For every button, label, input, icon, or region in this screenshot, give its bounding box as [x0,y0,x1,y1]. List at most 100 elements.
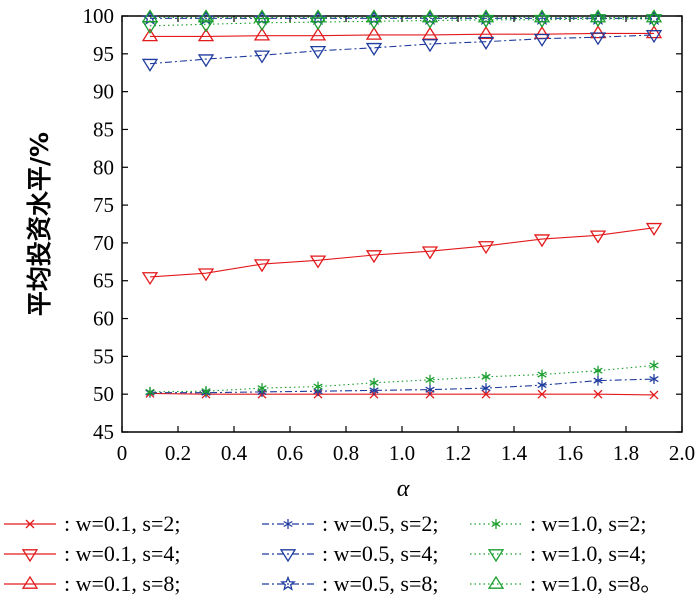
data-point [421,246,439,260]
data-point [309,45,327,60]
data-point [421,9,439,23]
data-point [253,9,271,23]
legend-label: : w=1.0, s=8。 [530,571,662,596]
y-tick-label: 100 [83,4,115,28]
series-3 [141,25,663,42]
data-point [141,9,159,23]
legend-marker [487,575,505,589]
y-tick-label: 60 [93,307,114,331]
data-point [537,380,547,391]
legend-label: : w=1.0, s=2; [530,511,647,536]
data-point [477,25,495,40]
data-point [425,374,435,385]
series-5 [141,30,663,72]
data-point [645,25,663,39]
data-point [533,234,551,248]
data-point [645,9,663,23]
legend-item: : w=0.1, s=4; [4,541,181,566]
legend-label: : w=0.5, s=2; [322,511,439,536]
y-tick-label: 65 [93,269,114,293]
x-tick-label: 1.8 [613,441,639,465]
data-point [369,377,379,388]
y-tick-label: 55 [93,344,114,368]
data-point [645,14,663,28]
series-line [150,32,654,37]
data-point [197,28,215,42]
x-axis: 0 0.2 0.4 0.6 0.8 1.0 1.2 1.4 1.6 1.8 2.0 [117,16,695,465]
legend-label: : w=0.1, s=8; [64,571,181,596]
series-line [150,378,655,394]
x-tick-label: 0.4 [221,441,248,465]
data-point [481,371,491,382]
series-1 [145,388,659,400]
y-tick-label: 85 [93,117,114,141]
data-point [141,58,159,72]
legend-item: : w=1.0, s=2; [470,511,647,536]
legend-marker [487,549,505,563]
data-point [589,9,607,23]
data-point [141,28,159,42]
x-tick-label: 1.6 [557,441,583,465]
data-point [365,16,383,30]
y-tick-label: 90 [93,80,114,104]
x-tick-label: 0 [117,441,128,465]
y-axis: 45 50 55 60 65 70 75 80 85 90 95 100 [83,4,682,444]
y-tick-label: 80 [93,155,114,179]
series-4 [145,374,659,398]
legend-marker [21,549,39,563]
data-point [141,20,159,35]
data-point [593,389,603,399]
data-point [365,26,383,40]
data-point [481,389,491,399]
data-point [421,39,439,53]
legend-label: : w=0.5, s=4; [322,541,439,566]
data-point [313,381,323,392]
legend-marker [21,575,39,589]
data-point [309,27,327,41]
data-point [477,9,495,23]
y-axis-label: 平均投资水平/% [25,132,54,316]
data-point [589,14,607,28]
x-tick-label: 2.0 [669,441,695,465]
x-tick-label: 0.2 [165,441,191,465]
data-point [201,386,211,397]
legend-marker [279,549,297,563]
legend: : w=0.1, s=2;: w=0.1, s=4;: w=0.1, s=8;:… [4,511,662,596]
series-line [149,34,655,65]
x-tick-label: 1.2 [445,441,471,465]
y-tick-label: 95 [93,42,114,66]
legend-label: : w=0.1, s=4; [64,541,181,566]
legend-item: : w=1.0, s=8。 [470,571,662,596]
x-tick-label: 1.0 [389,441,415,465]
y-tick-label: 45 [93,420,114,444]
data-point [645,222,663,237]
data-point [253,259,271,273]
legend-marker [491,519,501,529]
data-point [481,383,491,394]
data-point [537,369,547,380]
legend-marker [283,519,293,529]
data-point [593,375,603,386]
data-point [253,27,271,41]
series-line [149,18,654,27]
data-point [421,26,439,40]
data-point [145,386,155,397]
y-tick-label: 70 [93,231,114,255]
data-point [649,360,659,371]
legend-marker [280,575,296,591]
data-point [253,17,271,32]
legend-label: : w=0.5, s=8; [322,571,439,596]
data-point [365,42,383,56]
series-line [149,364,655,393]
x-tick-label: 0.6 [277,441,303,465]
x-tick-label: 0.8 [333,441,359,465]
data-point [589,32,607,46]
data-point [477,36,495,50]
legend-item: : w=0.5, s=4; [262,541,439,566]
series-2 [141,222,663,286]
data-point [589,230,607,244]
series-line [149,227,655,278]
x-axis-label: α [397,476,410,502]
series-7 [145,360,659,397]
